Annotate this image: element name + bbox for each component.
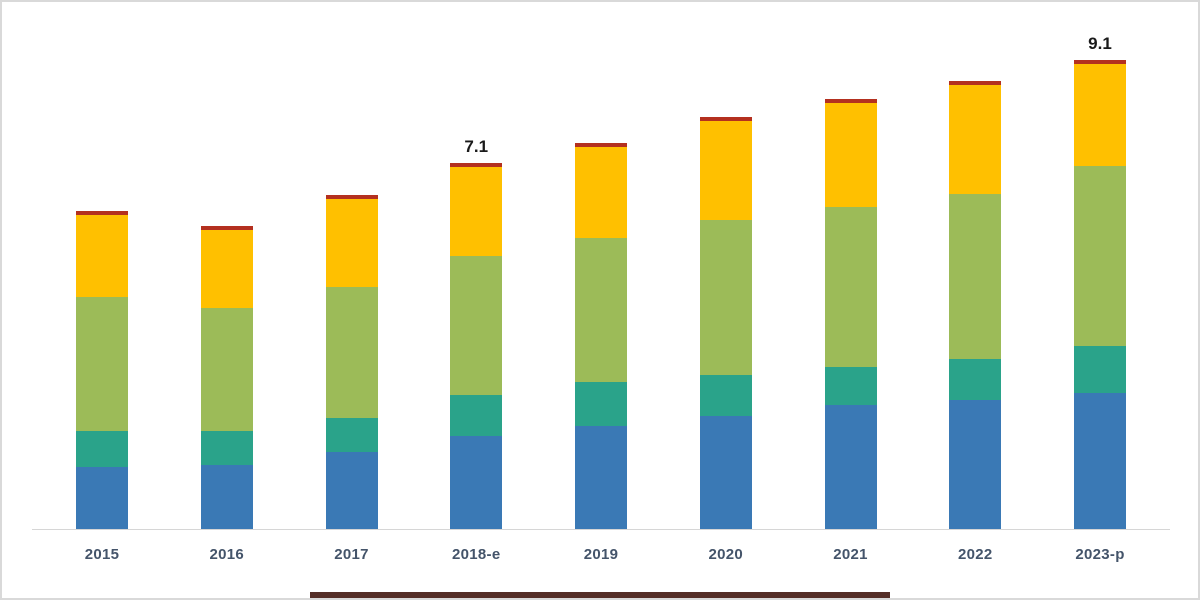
bar-segment-series-1-blue[interactable] — [575, 426, 627, 529]
bar-segment-series-4-yellow[interactable] — [699, 121, 752, 221]
bar-group — [923, 2, 1027, 529]
bar-group — [674, 2, 778, 529]
bar-segment-series-2-teal[interactable] — [450, 395, 503, 437]
bar-segment-series-4-yellow[interactable] — [76, 214, 128, 298]
bar-segment-series-2-teal[interactable] — [76, 431, 128, 468]
bar-group — [50, 2, 154, 529]
bar-segment-series-1-blue[interactable] — [699, 415, 752, 529]
x-axis-label: 2021 — [833, 546, 868, 563]
stacked-bar[interactable] — [450, 163, 503, 529]
total-value-label: 7.1 — [464, 137, 489, 157]
bar-segment-series-2-teal[interactable] — [325, 418, 378, 452]
stacked-bar[interactable] — [949, 80, 1002, 529]
bar-segment-series-5-red[interactable] — [450, 163, 503, 168]
bar-group — [549, 2, 653, 529]
bar-segment-series-3-green[interactable] — [699, 220, 752, 375]
bar-segment-series-5-red[interactable] — [1074, 60, 1126, 65]
bar-segment-series-3-green[interactable] — [1074, 165, 1126, 347]
bar-segment-series-3-green[interactable] — [575, 238, 627, 383]
bar-segment-series-3-green[interactable] — [200, 307, 253, 432]
bar-segment-series-4-yellow[interactable] — [824, 103, 877, 208]
bar-segment-series-3-green[interactable] — [949, 194, 1002, 360]
bar-segment-series-3-green[interactable] — [824, 207, 877, 367]
bar-group — [799, 2, 903, 529]
x-axis-label: 2017 — [334, 546, 369, 563]
x-axis-label: 2019 — [583, 546, 619, 563]
bar-segment-series-3-green[interactable] — [76, 297, 128, 432]
bar-segment-series-5-red[interactable] — [325, 195, 378, 200]
stacked-bar[interactable] — [699, 117, 752, 529]
bar-segment-series-2-teal[interactable] — [699, 374, 752, 416]
plot-area: 7.1 9.1 — [32, 2, 1170, 530]
bar-segment-series-1-blue[interactable] — [824, 405, 877, 529]
bar-segment-series-5-red[interactable] — [575, 142, 627, 147]
bar-segment-series-4-yellow[interactable] — [200, 230, 253, 308]
bar-segment-series-2-teal[interactable] — [1074, 346, 1126, 393]
bar-segment-series-5-red[interactable] — [699, 117, 752, 122]
bar-segment-series-1-blue[interactable] — [200, 464, 253, 529]
bar-group — [300, 2, 404, 529]
bar-segment-series-1-blue[interactable] — [76, 467, 128, 529]
bar-segment-series-2-teal[interactable] — [824, 366, 877, 406]
stacked-bar[interactable] — [575, 142, 627, 529]
x-axis-label: 2015 — [84, 546, 120, 563]
stacked-bar[interactable] — [76, 210, 128, 529]
x-axis-labels-row: 2015 2016 2017 2018-e 2019 2020 2021 2022 2023-p — [32, 536, 1170, 563]
total-value-label: 9.1 — [1088, 34, 1112, 54]
bar-segment-series-4-yellow[interactable] — [949, 85, 1002, 195]
bar-segment-series-3-green[interactable] — [450, 256, 503, 396]
bar-segment-series-4-yellow[interactable] — [450, 167, 503, 257]
stacked-bar[interactable] — [824, 99, 877, 529]
bar-segment-series-2-teal[interactable] — [200, 431, 253, 465]
stacked-bar[interactable] — [325, 195, 378, 529]
bar-segment-series-3-green[interactable] — [325, 286, 378, 419]
stacked-bar[interactable] — [200, 226, 253, 529]
stacked-bar[interactable] — [1074, 60, 1126, 529]
x-axis-label: 2022 — [957, 546, 993, 563]
bar-segment-series-4-yellow[interactable] — [1074, 64, 1126, 166]
bar-segment-series-5-red[interactable] — [824, 99, 877, 104]
bar-segment-series-4-yellow[interactable] — [325, 199, 378, 287]
x-axis-label: 2020 — [708, 546, 744, 563]
x-axis-label: 2023-p — [1075, 546, 1125, 563]
bar-segment-series-5-red[interactable] — [200, 226, 253, 231]
bar-segment-series-5-red[interactable] — [949, 80, 1002, 86]
bar-segment-series-1-blue[interactable] — [325, 451, 378, 529]
cropped-legend-text — [310, 592, 890, 598]
bar-segment-series-1-blue[interactable] — [450, 436, 503, 529]
x-axis-label: 2016 — [209, 546, 245, 563]
bar-group: 9.1 — [1048, 2, 1152, 529]
bar-segment-series-4-yellow[interactable] — [575, 146, 627, 239]
bar-segment-series-1-blue[interactable] — [949, 400, 1002, 529]
bar-group: 7.1 — [424, 2, 528, 529]
bar-group — [175, 2, 279, 529]
bar-segment-series-2-teal[interactable] — [949, 359, 1002, 401]
bar-segment-series-1-blue[interactable] — [1074, 392, 1126, 529]
bar-segment-series-2-teal[interactable] — [575, 382, 627, 426]
x-axis-label: 2018-e — [451, 546, 501, 563]
bar-segment-series-5-red[interactable] — [76, 210, 128, 215]
